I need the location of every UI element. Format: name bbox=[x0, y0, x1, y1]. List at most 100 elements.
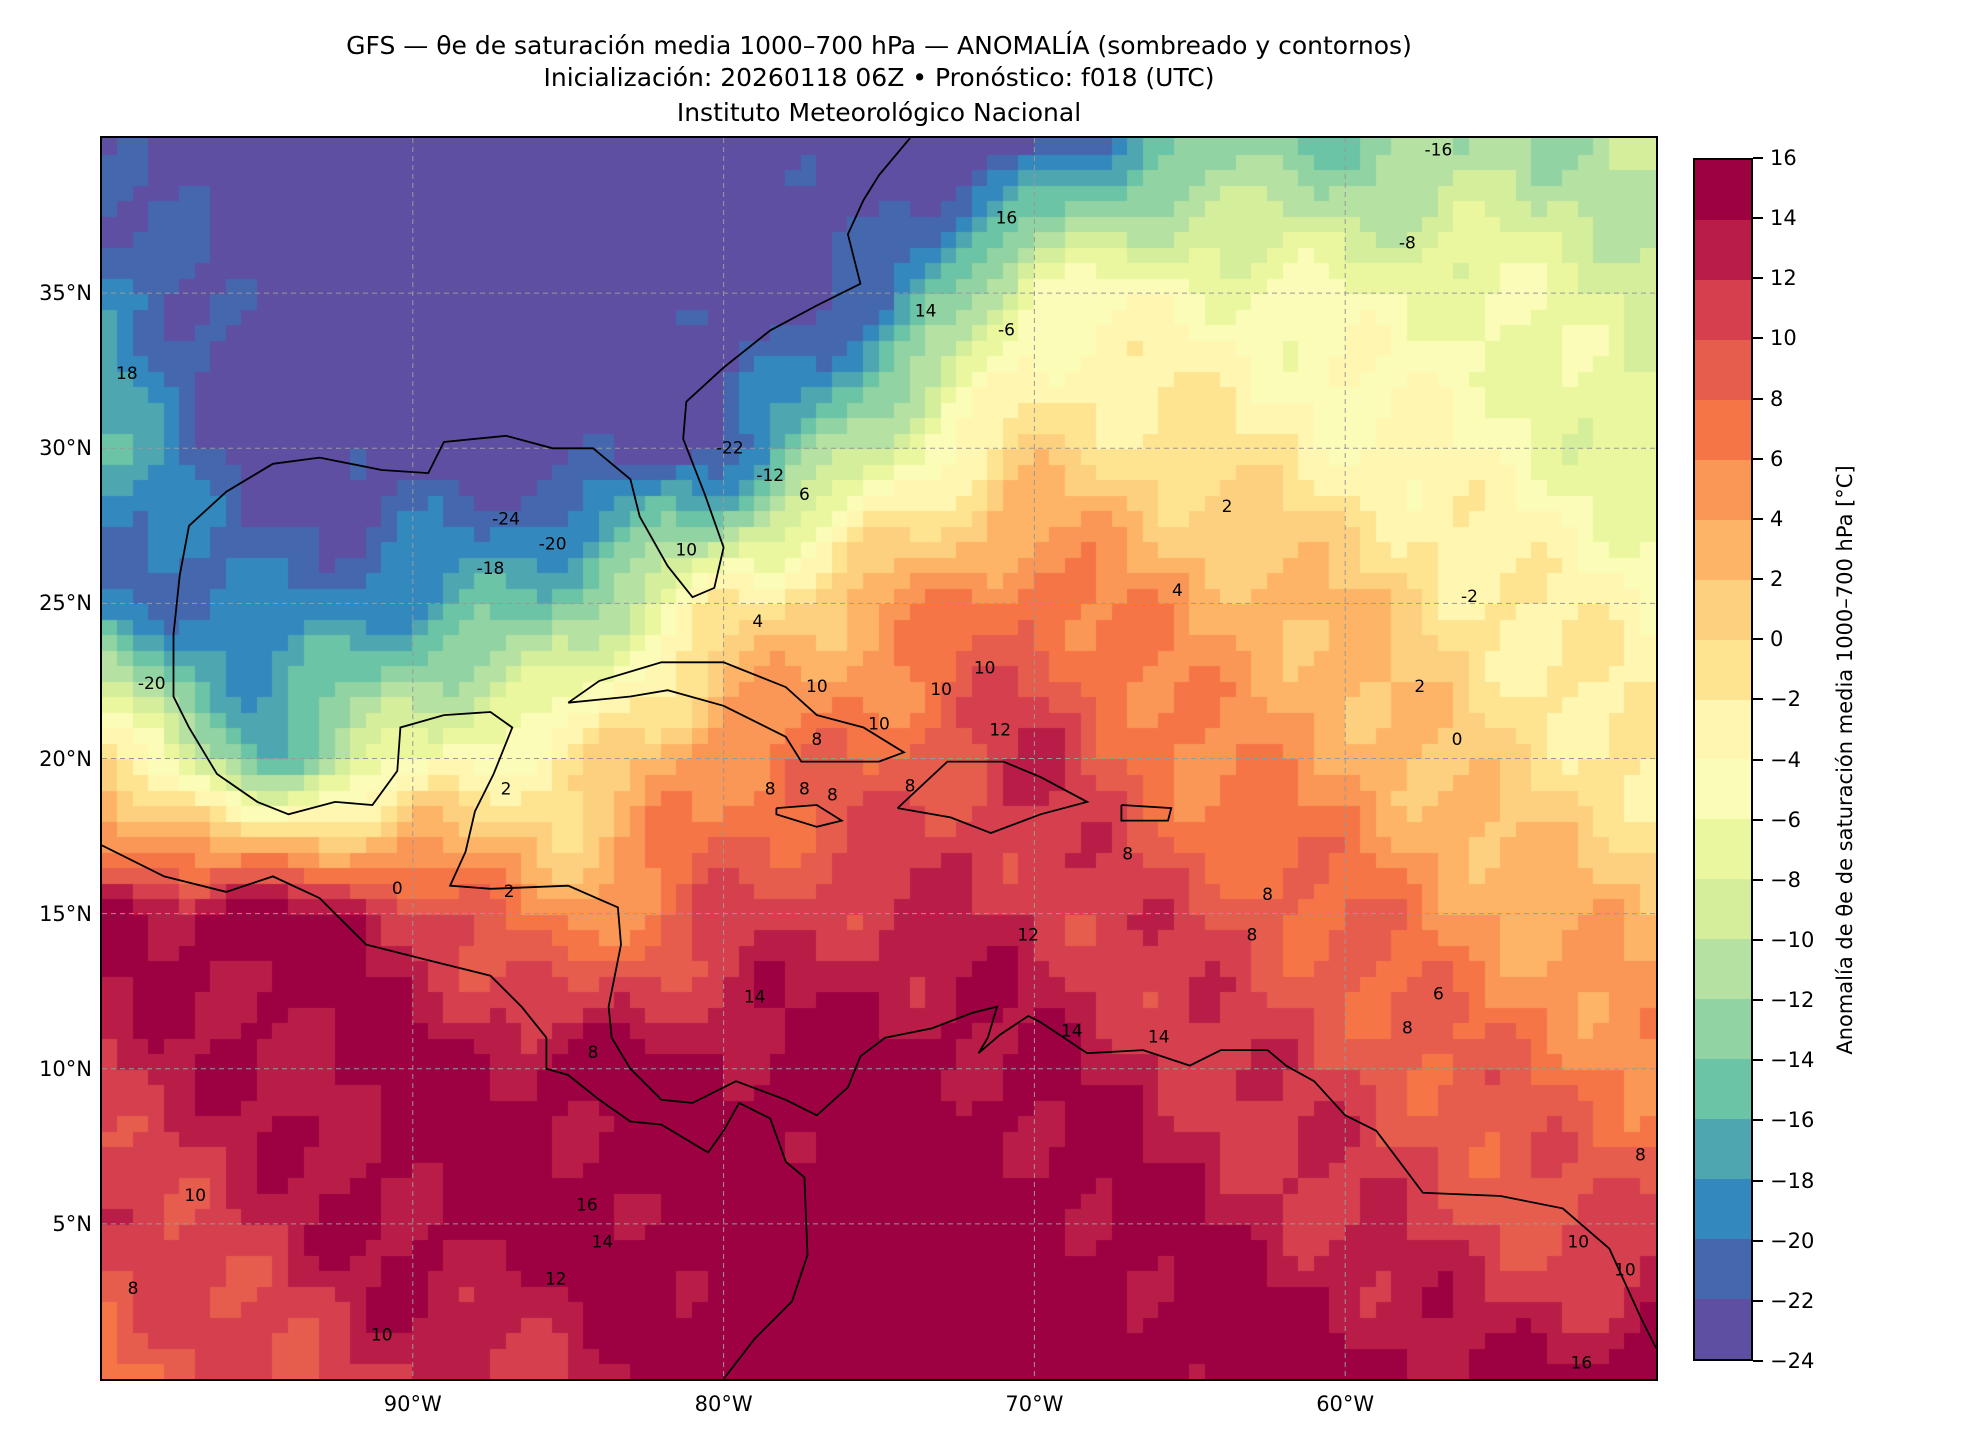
contour-label: 8 bbox=[128, 1279, 139, 1299]
lat-tick-label: 15°N bbox=[39, 901, 92, 926]
lon-tick-label: 80°W bbox=[694, 1392, 753, 1416]
colorbar-tick-label: 0 bbox=[1770, 627, 1784, 652]
contour-label: 8 bbox=[1247, 925, 1258, 945]
colorbar-tick-mark bbox=[1753, 1059, 1763, 1062]
colorbar-tick-mark bbox=[1753, 517, 1763, 520]
colorbar-label: Anomalía de θe de saturación media 1000–… bbox=[1833, 465, 1857, 1055]
contour-label: 8 bbox=[799, 780, 810, 800]
contour-label: -22 bbox=[716, 438, 744, 458]
contour-label: 10 bbox=[806, 677, 828, 697]
colorbar-bin bbox=[1695, 639, 1751, 700]
contour-label: 12 bbox=[989, 721, 1011, 741]
contour-label: 8 bbox=[1635, 1146, 1646, 1166]
colorbar-bin bbox=[1695, 219, 1751, 280]
contour-label: -18 bbox=[477, 559, 505, 579]
colorbar-tick-mark bbox=[1753, 878, 1763, 881]
colorbar-bin bbox=[1695, 519, 1751, 580]
colorbar bbox=[1693, 158, 1753, 1361]
colorbar-tick-mark bbox=[1753, 1360, 1763, 1362]
colorbar-tick-mark bbox=[1753, 758, 1763, 761]
colorbar-tick-mark bbox=[1753, 638, 1763, 641]
lat-tick-label: 5°N bbox=[52, 1211, 92, 1236]
contour-label: 16 bbox=[576, 1195, 598, 1215]
contour-label: 16 bbox=[1571, 1353, 1593, 1373]
contour-label: 14 bbox=[744, 987, 766, 1007]
colorbar-bin bbox=[1695, 1299, 1751, 1359]
contour-label: 8 bbox=[765, 780, 776, 800]
colorbar-tick-label: −14 bbox=[1770, 1048, 1815, 1073]
colorbar-tick-label: −10 bbox=[1770, 927, 1815, 952]
map-plot-area: -16 -8 16 14 -6 18 -22 -12 6 -24 -20 -18 10 2 4 -2 2 0 4 10… bbox=[102, 138, 1656, 1379]
colorbar-tick-mark bbox=[1753, 818, 1763, 821]
contour-label: 12 bbox=[1017, 925, 1039, 945]
colorbar-tick-label: −4 bbox=[1770, 747, 1801, 772]
colorbar-tick-mark bbox=[1753, 1119, 1763, 1122]
colorbar-bin bbox=[1695, 819, 1751, 880]
contour-label: 10 bbox=[974, 659, 996, 679]
contour-label: -6 bbox=[998, 320, 1015, 340]
contour-label: 6 bbox=[799, 485, 810, 505]
title-line-1: GFS — θe de saturación media 1000–700 hP… bbox=[346, 31, 1412, 60]
colorbar-tick-mark bbox=[1753, 157, 1763, 159]
contour-label: 6 bbox=[1433, 984, 1444, 1004]
contour-label: 10 bbox=[371, 1326, 393, 1346]
contour-label: 4 bbox=[752, 612, 763, 632]
contour-label: 2 bbox=[1222, 497, 1233, 517]
lat-tick-label: 35°N bbox=[39, 281, 92, 306]
coastline-pacific bbox=[102, 844, 809, 1379]
colorbar-tick-label: 14 bbox=[1770, 206, 1797, 231]
colorbar-tick-label: 2 bbox=[1770, 567, 1784, 592]
lon-tick-label: 70°W bbox=[1005, 1392, 1064, 1416]
contour-label: 14 bbox=[1148, 1028, 1170, 1048]
coastline-jamaica bbox=[775, 804, 844, 828]
contour-label: 10 bbox=[184, 1186, 206, 1206]
coastline-hispaniola bbox=[896, 760, 1090, 834]
lon-tick-label: 90°W bbox=[383, 1392, 442, 1416]
contour-label: 4 bbox=[1172, 581, 1183, 601]
contour-label: 14 bbox=[1061, 1022, 1083, 1042]
contour-label: 10 bbox=[868, 714, 890, 734]
contour-label: 10 bbox=[1567, 1232, 1589, 1252]
colorbar-tick-label: 8 bbox=[1770, 386, 1784, 411]
colorbar-tick-mark bbox=[1753, 578, 1763, 581]
colorbar-bin bbox=[1695, 759, 1751, 820]
colorbar-bin bbox=[1695, 699, 1751, 760]
contour-label: -20 bbox=[138, 674, 166, 694]
colorbar-tick-mark bbox=[1753, 698, 1763, 701]
colorbar-bin bbox=[1695, 579, 1751, 640]
contour-label: 18 bbox=[116, 364, 138, 384]
contour-label: 8 bbox=[588, 1043, 599, 1063]
colorbar-tick-label: −18 bbox=[1770, 1168, 1815, 1193]
colorbar-tick-mark bbox=[1753, 337, 1763, 340]
colorbar-bin bbox=[1695, 879, 1751, 940]
colorbar-bin bbox=[1695, 459, 1751, 520]
colorbar-tick-mark bbox=[1753, 999, 1763, 1002]
contour-label: -12 bbox=[756, 466, 784, 486]
colorbar-tick-label: −24 bbox=[1770, 1349, 1815, 1373]
colorbar-tick-label: 6 bbox=[1770, 446, 1784, 471]
colorbar-tick-mark bbox=[1753, 1179, 1763, 1182]
colorbar-tick-label: 10 bbox=[1770, 326, 1797, 351]
contour-label: 10 bbox=[675, 541, 697, 561]
colorbar-tick-mark bbox=[1753, 1299, 1763, 1302]
colorbar-tick-mark bbox=[1753, 457, 1763, 460]
lat-tick-label: 10°N bbox=[39, 1056, 92, 1081]
title-line-2: Inicialización: 20260118 06Z • Pronóstic… bbox=[543, 63, 1215, 92]
contour-label: 0 bbox=[392, 879, 403, 899]
contour-label: 12 bbox=[545, 1270, 567, 1290]
contour-label: -16 bbox=[1425, 140, 1453, 160]
coastline-cuba bbox=[567, 661, 906, 763]
contour-label: 2 bbox=[501, 780, 512, 800]
lon-tick-label: 60°W bbox=[1316, 1392, 1375, 1416]
coastline-north-america bbox=[172, 138, 1656, 1349]
colorbar-bin bbox=[1695, 399, 1751, 460]
lat-tick-label: 25°N bbox=[39, 591, 92, 616]
colorbar-tick-mark bbox=[1753, 277, 1763, 280]
colorbar-bin bbox=[1695, 159, 1751, 220]
coastline-puerto-rico bbox=[1120, 804, 1173, 822]
colorbar-tick-label: −6 bbox=[1770, 807, 1801, 832]
colorbar-tick-label: 12 bbox=[1770, 266, 1797, 291]
contour-label: 2 bbox=[1414, 677, 1425, 697]
contour-label: 8 bbox=[1262, 885, 1273, 905]
